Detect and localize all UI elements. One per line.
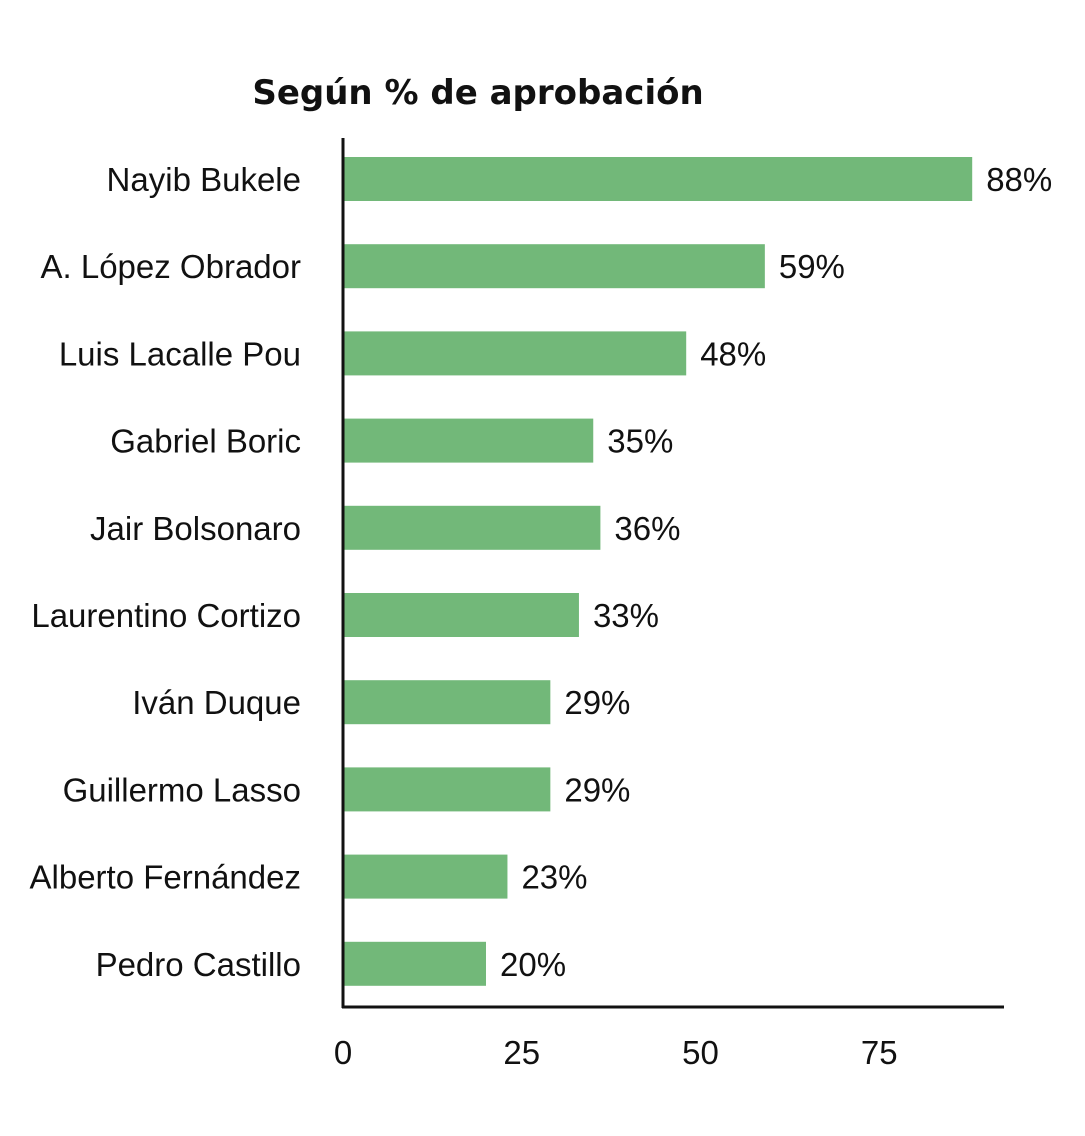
bar [343,854,508,899]
value-label: 48% [700,335,766,372]
category-label: Gabriel Boric [110,423,301,460]
bar [343,244,765,289]
category-label: A. López Obrador [41,248,302,285]
category-label: Luis Lacalle Pou [59,335,301,372]
value-label: 88% [986,161,1052,198]
chart-title: Según % de aprobación [252,73,703,113]
category-label: Laurentino Cortizo [31,597,301,634]
bar [343,767,551,812]
category-label: Nayib Bukele [107,161,301,198]
value-label: 35% [607,423,673,460]
bar [343,593,579,637]
value-label: 29% [564,684,630,721]
bar [343,941,486,986]
category-label: Iván Duque [132,684,301,721]
value-label: 59% [779,248,845,285]
value-label: 20% [500,946,566,983]
category-label: Jair Bolsonaro [90,510,301,547]
bar [343,680,551,725]
bar [343,505,601,550]
category-labels: Nayib Bukele A. López Obrador Luis Lacalle… [30,161,302,983]
value-label: 29% [564,771,630,808]
x-tick-label: 75 [861,1034,898,1071]
value-label: 33% [593,597,659,634]
bars-group [343,157,973,986]
bar [343,331,687,376]
value-label: 23% [521,859,587,896]
bar [343,157,973,201]
bar [343,418,594,463]
x-tick-label: 25 [503,1034,540,1071]
category-label: Guillermo Lasso [63,771,301,808]
x-tick-label: 0 [334,1034,352,1071]
category-label: Pedro Castillo [96,946,301,983]
x-axis-ticks: 0 25 50 75 [334,1034,898,1071]
value-label: 36% [614,510,680,547]
x-tick-label: 50 [682,1034,719,1071]
value-labels: 88% 59% 48% 35% 36% 33% 29% 29% 23% 20% [500,161,1052,983]
category-label: Alberto Fernández [30,859,302,896]
